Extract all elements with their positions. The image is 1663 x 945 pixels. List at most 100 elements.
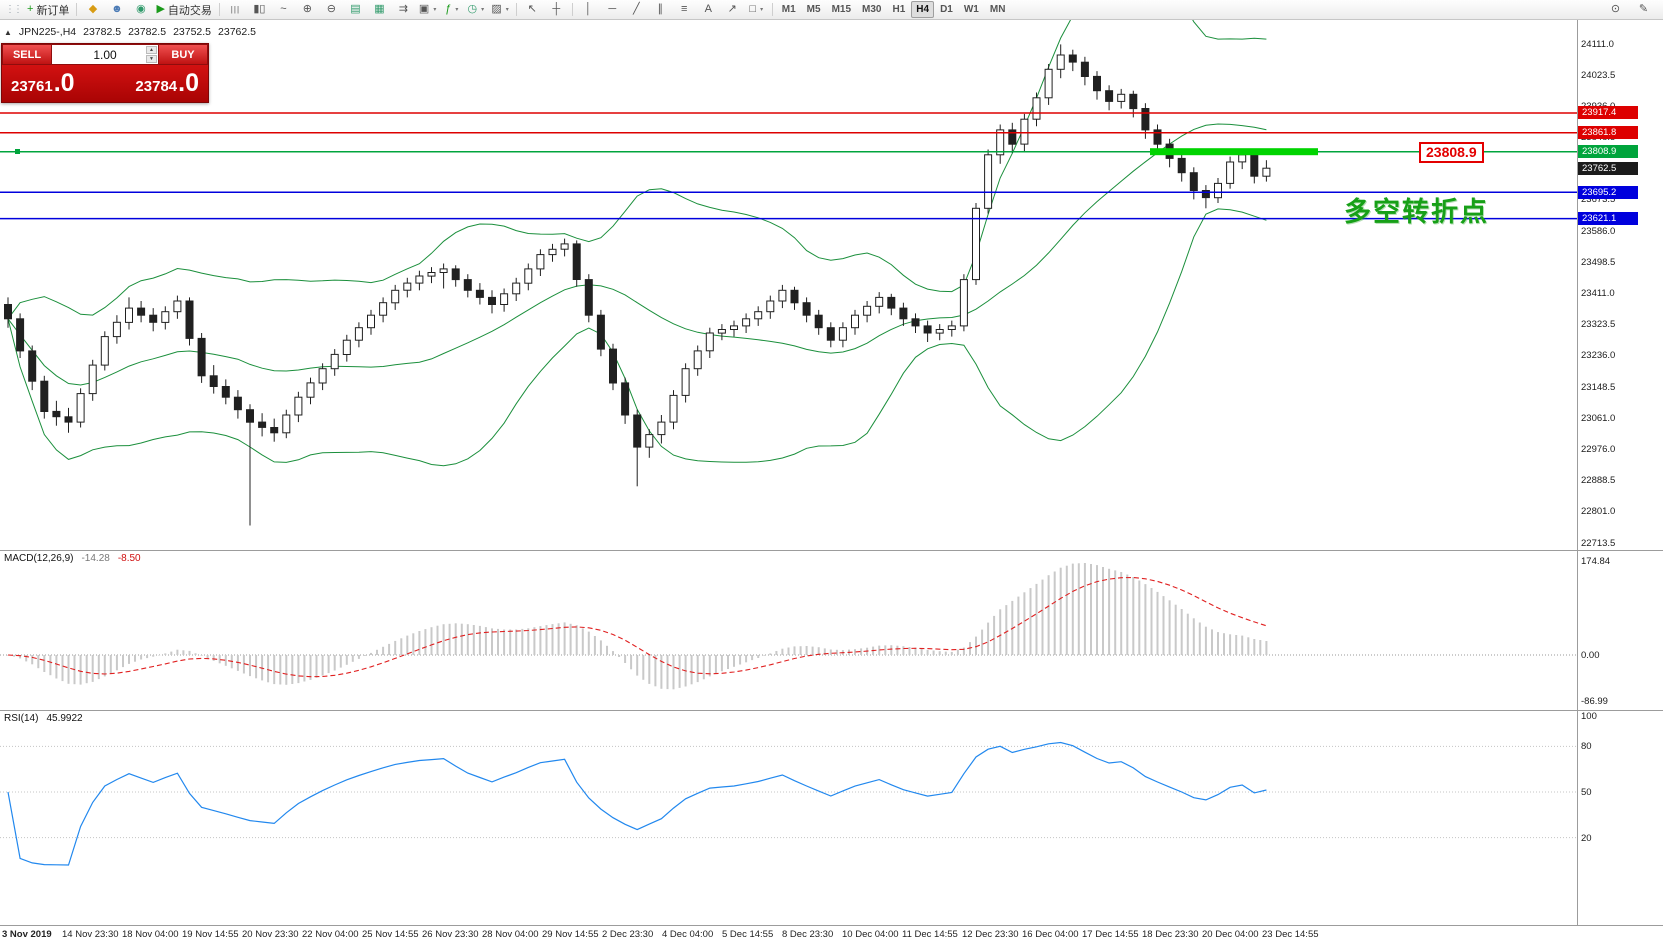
buy-button[interactable]: BUY [158, 44, 208, 65]
candle-body [669, 394, 678, 423]
candles [4, 44, 1271, 526]
search-button[interactable]: ⊙ [1604, 1, 1627, 18]
macd-bar [1168, 600, 1171, 655]
main-chart-canvas[interactable] [0, 20, 1577, 550]
chart-shift-button[interactable]: ⇉ [392, 1, 415, 18]
candle-body [717, 329, 726, 334]
timeframe-button-H4[interactable]: H4 [911, 1, 935, 18]
macd-bar [793, 646, 796, 655]
text-tool-button[interactable]: A [697, 1, 720, 18]
charts-tile-button[interactable]: ▤ [344, 1, 367, 18]
rsi-label-row: RSI(14) 45.9922 [4, 713, 83, 724]
price-axis-label: 22976.0 [1581, 443, 1616, 455]
macd-bar [672, 655, 675, 690]
macd-bar [67, 655, 70, 684]
vertical-line-icon: │ [584, 3, 592, 15]
indicators-button[interactable]: ƒ ▾ [440, 1, 463, 18]
macd-panel-separator[interactable] [0, 550, 1663, 551]
macd-axis-label: 174.84 [1581, 555, 1611, 567]
new-order-button[interactable]: + 新订单 [24, 1, 72, 18]
macd-bar [781, 648, 784, 655]
timeframe-button-M5[interactable]: M5 [806, 4, 821, 15]
volume-up-button[interactable]: ▲ [146, 46, 157, 54]
fibonacci-button[interactable]: ≡ [673, 1, 696, 18]
candle-body [1068, 54, 1077, 63]
zoom-in-button[interactable]: ⊕ [296, 1, 319, 18]
timeframe-button-M1[interactable]: M1 [781, 4, 796, 15]
autotrading-button[interactable]: ▶ 自动交易 [153, 1, 214, 18]
candle-body [258, 421, 267, 428]
toolbar-grip[interactable]: ⋮⋮ [5, 4, 23, 15]
timeframe-button-D1[interactable]: D1 [940, 4, 953, 15]
channel-button[interactable]: ∥ [649, 1, 672, 18]
crosshair-button[interactable]: ┼ [545, 1, 568, 18]
zoom-out-button[interactable]: ⊖ [320, 1, 343, 18]
timeframe-toolbar: M1 M5 M15 M30 H1 H4 D1 W1 MN [777, 1, 1011, 18]
bar-chart-button[interactable]: ||| [224, 1, 247, 18]
toolbar-separator [76, 3, 78, 16]
macd-bar [1211, 629, 1213, 655]
macd-bar [799, 646, 802, 655]
price-level-tag: 23917.4 [1578, 106, 1638, 120]
templates-button[interactable]: ▨ ▾ [488, 1, 511, 18]
macd-bar [97, 655, 100, 680]
macd-bar [1204, 626, 1207, 655]
timeframe-button-H1[interactable]: H1 [892, 4, 906, 15]
price-axis-label: 22801.0 [1581, 506, 1616, 518]
macd-bar [1132, 577, 1135, 655]
line-chart-button[interactable]: ~ [272, 1, 295, 18]
macd-canvas[interactable] [0, 551, 1577, 710]
buy-price[interactable]: 23784 .0 [135, 69, 199, 98]
price-tag-object[interactable]: 23808.9 [1419, 142, 1484, 163]
shapes-button[interactable]: □ ▾ [745, 1, 768, 18]
rsi-panel-separator[interactable] [0, 710, 1663, 711]
timeframe-button-MN[interactable]: MN [989, 4, 1006, 15]
macd-bar [757, 655, 760, 658]
candle-body [76, 393, 85, 423]
sell-button[interactable]: SELL [2, 44, 52, 65]
periods-button[interactable]: ◷ ▾ [464, 1, 487, 18]
bollinger-lower-band[interactable] [7, 208, 1267, 467]
sell-price[interactable]: 23761 .0 [11, 69, 75, 98]
candle-body [318, 368, 327, 384]
bollinger-upper-band[interactable] [7, 20, 1267, 320]
timeframe-button-M30[interactable]: M30 [862, 4, 882, 15]
macd-bar [1259, 640, 1262, 655]
new-chart-button[interactable]: ▣ ▾ [416, 1, 439, 18]
bollinger-middle-band[interactable] [7, 123, 1267, 386]
macd-bar [618, 655, 621, 657]
community-button[interactable]: ☻ [105, 1, 128, 18]
macd-signal-value: -8.50 [117, 553, 141, 564]
timeframe-button-M15[interactable]: M15 [831, 4, 852, 15]
horizontal-line-button[interactable]: ─ [601, 1, 624, 18]
tile-windows-button[interactable]: ▦ [368, 1, 391, 18]
vertical-line-button[interactable]: │ [577, 1, 600, 18]
macd-bar [206, 655, 209, 659]
chevron-down-icon: ▾ [433, 7, 437, 13]
cursor-button[interactable]: ↖ [521, 1, 544, 18]
macd-bar [569, 623, 572, 655]
macd-bar [1065, 565, 1068, 655]
green-line-anchor[interactable] [15, 149, 20, 154]
macd-bar [817, 647, 820, 655]
metaeditor-button[interactable]: ◆ [81, 1, 104, 18]
thick-green-segment[interactable] [1150, 148, 1318, 156]
macd-bar [454, 623, 457, 655]
timeframe-button-W1[interactable]: W1 [963, 4, 979, 15]
market-button[interactable]: ◉ [129, 1, 152, 18]
macd-bar [557, 623, 560, 655]
one-click-toggle-icon[interactable]: ▲ [4, 27, 12, 37]
volume-field[interactable]: 1.00 ▲ ▼ [52, 44, 158, 65]
candle-body [1008, 129, 1017, 145]
volume-down-button[interactable]: ▼ [146, 55, 157, 63]
chinese-note-object[interactable]: 多空转折点 [1344, 197, 1489, 227]
edit-button[interactable]: ✎ [1632, 1, 1655, 18]
arrow-tool-button[interactable]: ↗ [721, 1, 744, 18]
zoom-out-icon: ⊖ [326, 3, 337, 15]
macd-bar [823, 648, 826, 655]
new-chart-icon: ▣ [418, 3, 430, 15]
macd-bar [714, 655, 717, 674]
trendline-button[interactable]: ╱ [625, 1, 648, 18]
rsi-canvas[interactable] [0, 711, 1577, 925]
candlestick-chart-button[interactable]: ▮▯ [248, 1, 271, 18]
